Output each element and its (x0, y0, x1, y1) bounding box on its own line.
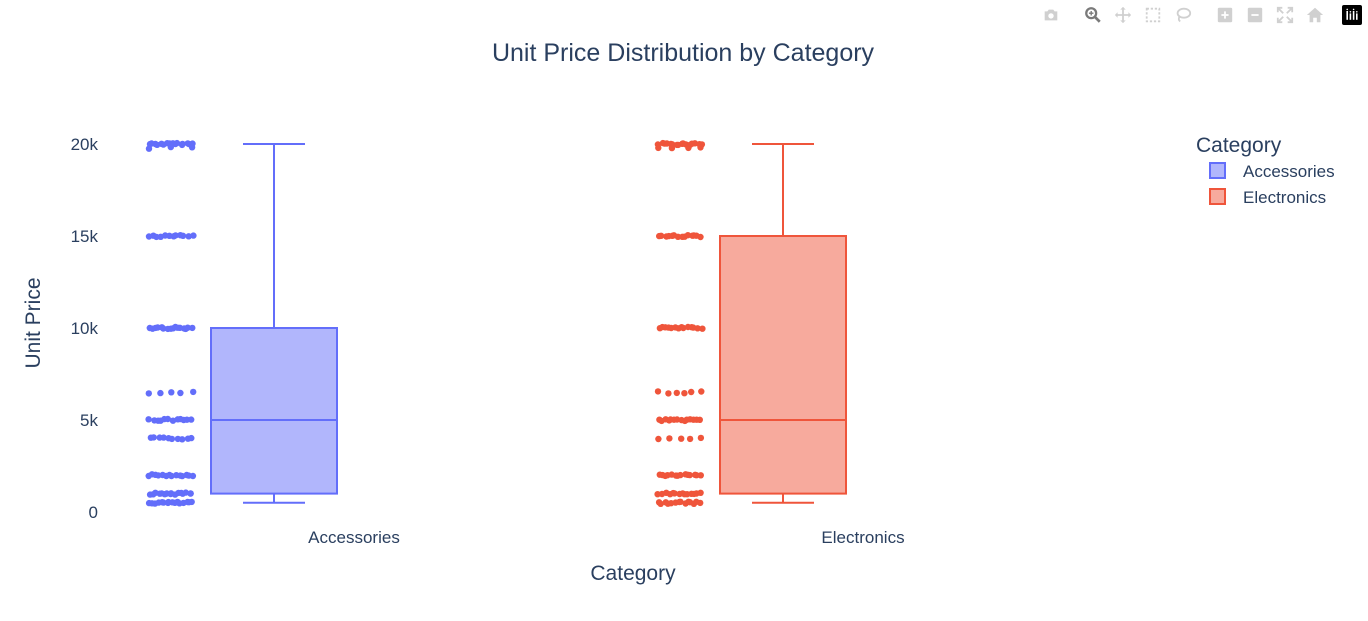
data-point (681, 390, 687, 396)
data-point (190, 473, 196, 479)
data-point (687, 436, 693, 442)
x-axis-ticks: Accessories Electronics (308, 528, 904, 547)
data-point (697, 417, 703, 423)
legend-swatch (1210, 163, 1225, 178)
data-point (697, 234, 703, 240)
y-axis-title: Unit Price (22, 277, 45, 368)
legend: Category Accessories Electronics (1196, 134, 1335, 207)
data-point (189, 325, 195, 331)
y-axis-ticks: 0 5k 10k 15k 20k (71, 135, 99, 522)
iqr-box (211, 328, 337, 494)
data-point (666, 435, 672, 441)
data-point (189, 499, 195, 505)
data-point (168, 144, 174, 150)
data-point (698, 388, 704, 394)
y-tick-label: 5k (80, 411, 98, 430)
data-point (669, 145, 675, 151)
data-point (655, 436, 661, 442)
data-point (187, 490, 193, 496)
chart-title: Unit Price Distribution by Category (492, 39, 875, 67)
data-point (697, 144, 703, 150)
legend-item-accessories[interactable]: Accessories (1210, 162, 1335, 181)
legend-label: Accessories (1243, 162, 1335, 181)
data-point (697, 500, 703, 506)
data-point (678, 436, 684, 442)
box-trace-accessories[interactable] (145, 140, 337, 507)
box-trace-electronics[interactable] (654, 140, 846, 507)
data-point (146, 390, 152, 396)
x-tick-label: Electronics (821, 528, 904, 547)
data-point (699, 326, 705, 332)
x-tick-label: Accessories (308, 528, 400, 547)
legend-title: Category (1196, 134, 1282, 157)
y-tick-label: 15k (71, 227, 99, 246)
data-point (145, 416, 151, 422)
data-point (168, 389, 174, 395)
data-point (189, 144, 195, 150)
data-point (180, 233, 186, 239)
legend-swatch (1210, 189, 1225, 204)
data-point (188, 435, 194, 441)
data-point (177, 390, 183, 396)
x-axis-title: Category (590, 562, 676, 585)
data-point (655, 388, 661, 394)
data-point (685, 145, 691, 151)
y-tick-label: 0 (89, 503, 98, 522)
data-point (169, 436, 175, 442)
legend-label: Electronics (1243, 188, 1326, 207)
data-point (665, 390, 671, 396)
data-point (188, 416, 194, 422)
data-point (190, 232, 196, 238)
legend-item-electronics[interactable]: Electronics (1210, 188, 1326, 207)
plot-traces (145, 140, 846, 507)
data-point (151, 434, 157, 440)
iqr-box (720, 236, 846, 494)
data-point (697, 490, 703, 496)
y-tick-label: 20k (71, 135, 99, 154)
data-point (190, 389, 196, 395)
data-point (157, 390, 163, 396)
y-tick-label: 10k (71, 319, 99, 338)
data-point (698, 435, 704, 441)
data-point (674, 390, 680, 396)
data-point (688, 389, 694, 395)
data-point (179, 436, 185, 442)
data-point (698, 472, 704, 478)
data-point (146, 146, 152, 152)
data-point (655, 145, 661, 151)
